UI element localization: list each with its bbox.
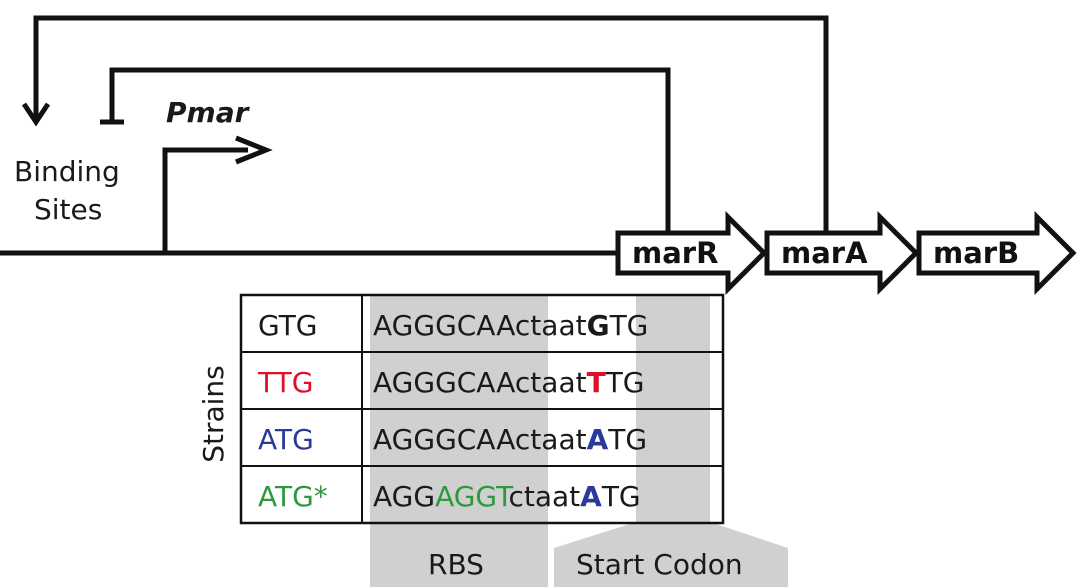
start-codon-first-base: A xyxy=(580,480,602,513)
rbs-region-label: RBS xyxy=(428,548,484,581)
strain-sequence: AGGGCAActaatATG xyxy=(373,423,647,457)
strain-name: ATG xyxy=(258,423,314,456)
start-codon-shade xyxy=(554,295,788,587)
start-codon-first-base: A xyxy=(586,423,609,456)
gene-label-marR: marR xyxy=(632,236,719,270)
spacer: ctaat xyxy=(514,366,587,399)
marA-gene-arrow xyxy=(764,210,920,296)
promoter-label: Pmar xyxy=(166,96,249,129)
spacer: ctaat xyxy=(514,423,587,456)
rbs-prefix: AGG xyxy=(373,480,436,513)
rbs-prefix: AGG xyxy=(373,309,436,342)
binding-sites-label-line1: Binding xyxy=(14,155,120,188)
rbs-variable: GCAA xyxy=(435,366,515,399)
gene-label-marA: marA xyxy=(781,236,868,270)
activation-arrowhead xyxy=(21,102,51,127)
rbs-prefix: AGG xyxy=(373,423,436,456)
strain-sequence: AGGGCAActaatGTG xyxy=(373,309,648,343)
spacer: ctaat xyxy=(508,480,581,513)
strain-sequence: AGGGCAActaatTTG xyxy=(373,366,645,400)
binding-sites-label-line2: Sites xyxy=(34,193,103,226)
start-codon-rest: TG xyxy=(609,309,649,342)
spacer: ctaat xyxy=(514,309,587,342)
strain-name: GTG xyxy=(258,309,318,342)
promoter-arrowhead xyxy=(235,135,273,165)
marB-gene-arrow xyxy=(916,210,1077,296)
rbs-shade xyxy=(370,295,548,587)
rbs-variable: GCAA xyxy=(435,423,515,456)
strain-sequence: AGGAGGTctaatATG xyxy=(373,480,641,514)
strain-name: ATG* xyxy=(258,480,328,513)
start-codon-rest: TG xyxy=(601,480,641,513)
start-codon-rest: TG xyxy=(605,366,645,399)
promoter-arrow xyxy=(162,147,248,253)
marA-activation-line xyxy=(33,15,829,232)
marR-repression-line xyxy=(109,67,671,232)
marR-gene-arrow xyxy=(615,210,768,296)
strain-name: TTG xyxy=(258,366,314,399)
gene-label-marB: marB xyxy=(933,236,1020,270)
rbs-prefix: AGG xyxy=(373,366,436,399)
rbs-variable: AGGT xyxy=(435,480,509,513)
start-codon-region-label: Start Codon xyxy=(576,548,743,581)
start-codon-rest: TG xyxy=(608,423,648,456)
start-codon-first-base: T xyxy=(586,366,606,399)
rbs-variable: GCAA xyxy=(435,309,515,342)
start-codon-first-base: G xyxy=(586,309,610,342)
